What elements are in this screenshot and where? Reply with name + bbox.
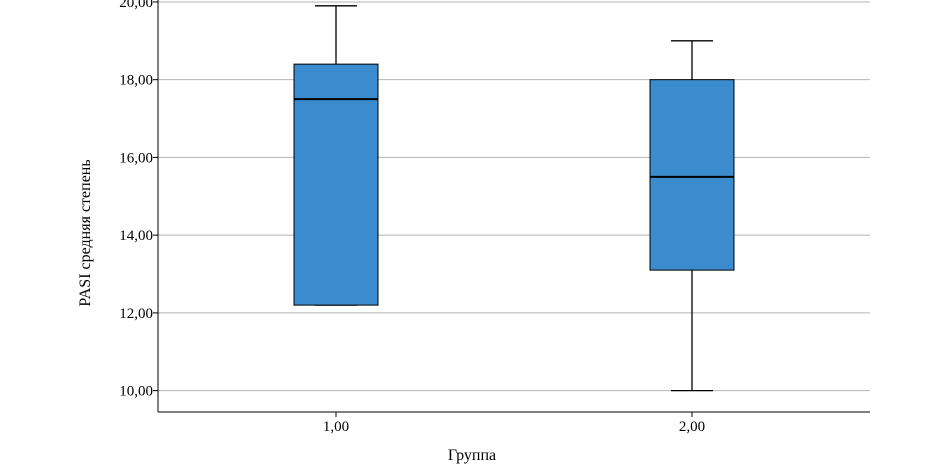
- y-tick-label: 10,00: [119, 384, 153, 400]
- iqr-box: [649, 79, 735, 271]
- x-tick-labels: 1,00 2,00: [323, 412, 705, 435]
- iqr-box: [293, 63, 379, 306]
- y-tick-labels: 10,00 12,00 14,00 16,00 18,00 20,00: [119, 0, 153, 400]
- box-group-2: [649, 40, 735, 392]
- boxes: [293, 5, 735, 392]
- y-axis-title: PASI средняя степень: [77, 159, 94, 306]
- box-group-1: [293, 5, 379, 306]
- x-tick-label: 2,00: [679, 419, 705, 435]
- gridlines: [153, 1, 870, 392]
- x-axis-title: Группа: [448, 447, 496, 464]
- y-tick-label: 12,00: [119, 306, 153, 322]
- x-tick-label: 1,00: [323, 419, 349, 435]
- y-tick-label: 16,00: [119, 150, 153, 166]
- axes: [157, 0, 870, 413]
- y-tick-label: 20,00: [119, 0, 153, 11]
- y-tick-label: 14,00: [119, 228, 153, 244]
- y-tick-label: 18,00: [119, 73, 153, 89]
